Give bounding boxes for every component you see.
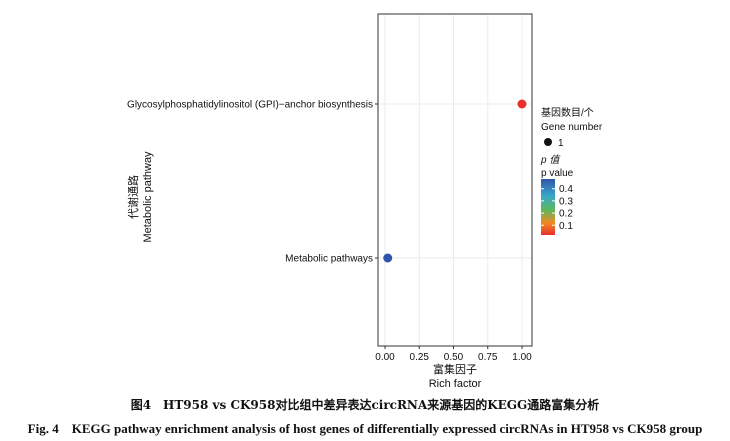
x-tick-label: 0.50 — [444, 352, 464, 363]
x-tick-label: 0.00 — [375, 352, 395, 363]
y-axis-title-cn: 代谢通路 — [126, 175, 140, 219]
data-point — [383, 253, 393, 263]
color-legend-ticks: 0.40.3 0.20.1 — [541, 184, 573, 232]
color-legend-title: p value — [541, 168, 574, 179]
color-tick-label: 0.4 — [559, 184, 573, 195]
data-point — [517, 99, 527, 109]
size-legend-title: Gene number — [541, 122, 603, 133]
y-axis-categories: Glycosylphosphatidylinositol (GPI)−ancho… — [127, 100, 378, 265]
x-tick-label: 1.00 — [512, 352, 532, 363]
figure-caption-en: Fig. 4 KEGG pathway enrichment analysis … — [27, 421, 703, 436]
y-category-label: Glycosylphosphatidylinositol (GPI)−ancho… — [127, 100, 373, 111]
x-axis-ticks: 0.00 0.25 0.50 0.75 1.00 — [375, 346, 532, 363]
color-tick-label: 0.1 — [559, 221, 573, 232]
x-axis-title: Rich factor — [429, 378, 482, 390]
color-legend-bar — [541, 179, 555, 235]
figure-caption-cn: 图4 HT958 vs CK958对比组中差异表达circRNA来源基因的KEG… — [130, 398, 600, 412]
size-legend-label: 1 — [558, 138, 564, 149]
plot-panel — [377, 13, 533, 347]
y-category-label: Metabolic pathways — [285, 254, 373, 265]
x-axis-title-cn: 富集因子 — [433, 362, 477, 376]
color-tick-label: 0.3 — [559, 196, 573, 207]
x-tick-label: 0.75 — [478, 352, 498, 363]
color-legend-title-cn: p 值 — [540, 154, 561, 166]
color-tick-label: 0.2 — [559, 209, 573, 220]
y-axis-title: Metabolic pathway — [142, 151, 154, 243]
grid-lines — [379, 15, 531, 345]
size-legend-title-cn: 基因数目/个 — [541, 106, 594, 119]
x-tick-label: 0.25 — [410, 352, 430, 363]
data-points — [383, 99, 527, 263]
size-legend-dot — [544, 138, 552, 146]
